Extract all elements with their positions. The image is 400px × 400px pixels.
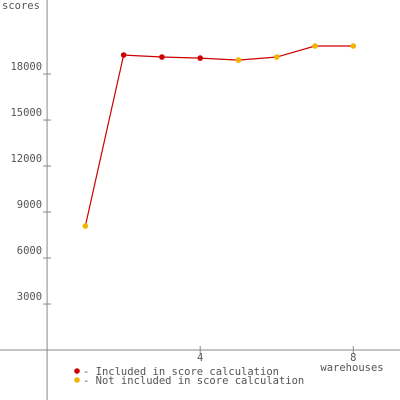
point	[82, 223, 89, 229]
x-tick-label: 4	[197, 352, 203, 364]
line	[84, 45, 354, 227]
y-tick-label: 3000	[17, 291, 42, 303]
point	[273, 54, 280, 60]
point	[197, 55, 203, 61]
y-tick-label: 12000	[10, 153, 42, 165]
y-tick-label: 9000	[17, 199, 42, 211]
legend-marker	[74, 377, 80, 383]
y-axis-label: scores	[2, 0, 40, 12]
legend-marker	[74, 368, 80, 374]
y-tick-label: 15000	[10, 107, 42, 119]
point	[312, 43, 318, 49]
legend-label: - Not included in score calculation	[83, 375, 304, 387]
point	[159, 54, 165, 60]
x-axis-label: warehouses	[320, 362, 383, 374]
point	[350, 43, 357, 49]
point	[235, 57, 242, 63]
y-tick-label: 18000	[10, 61, 42, 73]
y-tick-label: 6000	[17, 245, 42, 257]
x-tick-label: 8	[350, 352, 356, 364]
legend-label: - Included in score calculation	[83, 366, 279, 378]
point	[120, 52, 127, 58]
